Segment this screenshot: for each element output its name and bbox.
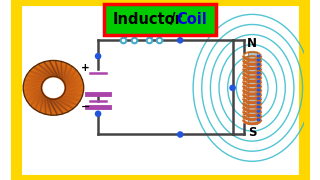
Ellipse shape [41, 76, 66, 99]
Ellipse shape [257, 106, 261, 109]
Ellipse shape [36, 72, 70, 104]
Circle shape [95, 54, 101, 59]
Circle shape [178, 132, 183, 137]
Ellipse shape [30, 66, 77, 109]
Ellipse shape [28, 65, 79, 111]
Ellipse shape [24, 61, 83, 114]
Ellipse shape [257, 114, 261, 117]
Ellipse shape [257, 63, 261, 66]
Bar [248, 52, 257, 124]
Circle shape [95, 111, 101, 116]
Ellipse shape [33, 69, 74, 107]
Ellipse shape [257, 84, 261, 87]
Ellipse shape [25, 62, 82, 114]
Ellipse shape [257, 76, 261, 79]
Text: −: − [81, 102, 90, 112]
Ellipse shape [34, 70, 73, 106]
Circle shape [178, 38, 183, 43]
Text: Inductor: Inductor [113, 12, 182, 27]
Ellipse shape [37, 73, 69, 103]
Text: /: / [165, 12, 181, 27]
Text: +: + [81, 63, 90, 73]
Ellipse shape [43, 77, 64, 98]
Ellipse shape [257, 101, 261, 104]
Ellipse shape [26, 63, 81, 113]
Ellipse shape [257, 67, 261, 70]
Text: Coil: Coil [176, 12, 207, 27]
Ellipse shape [257, 118, 261, 121]
Ellipse shape [257, 93, 261, 96]
Ellipse shape [257, 89, 261, 91]
Ellipse shape [29, 66, 78, 110]
Text: S: S [248, 126, 256, 139]
Ellipse shape [32, 68, 75, 108]
Ellipse shape [257, 110, 261, 113]
Ellipse shape [257, 71, 261, 74]
Text: N: N [247, 37, 257, 50]
FancyBboxPatch shape [104, 4, 216, 35]
Ellipse shape [27, 64, 80, 112]
Ellipse shape [35, 71, 72, 105]
Ellipse shape [257, 54, 261, 57]
Ellipse shape [40, 75, 67, 100]
Circle shape [230, 85, 235, 90]
Ellipse shape [39, 75, 68, 101]
Ellipse shape [36, 71, 71, 104]
Ellipse shape [257, 80, 261, 83]
Ellipse shape [31, 67, 76, 109]
Ellipse shape [38, 74, 68, 102]
Ellipse shape [257, 97, 261, 100]
Ellipse shape [257, 59, 261, 62]
Ellipse shape [23, 60, 84, 115]
